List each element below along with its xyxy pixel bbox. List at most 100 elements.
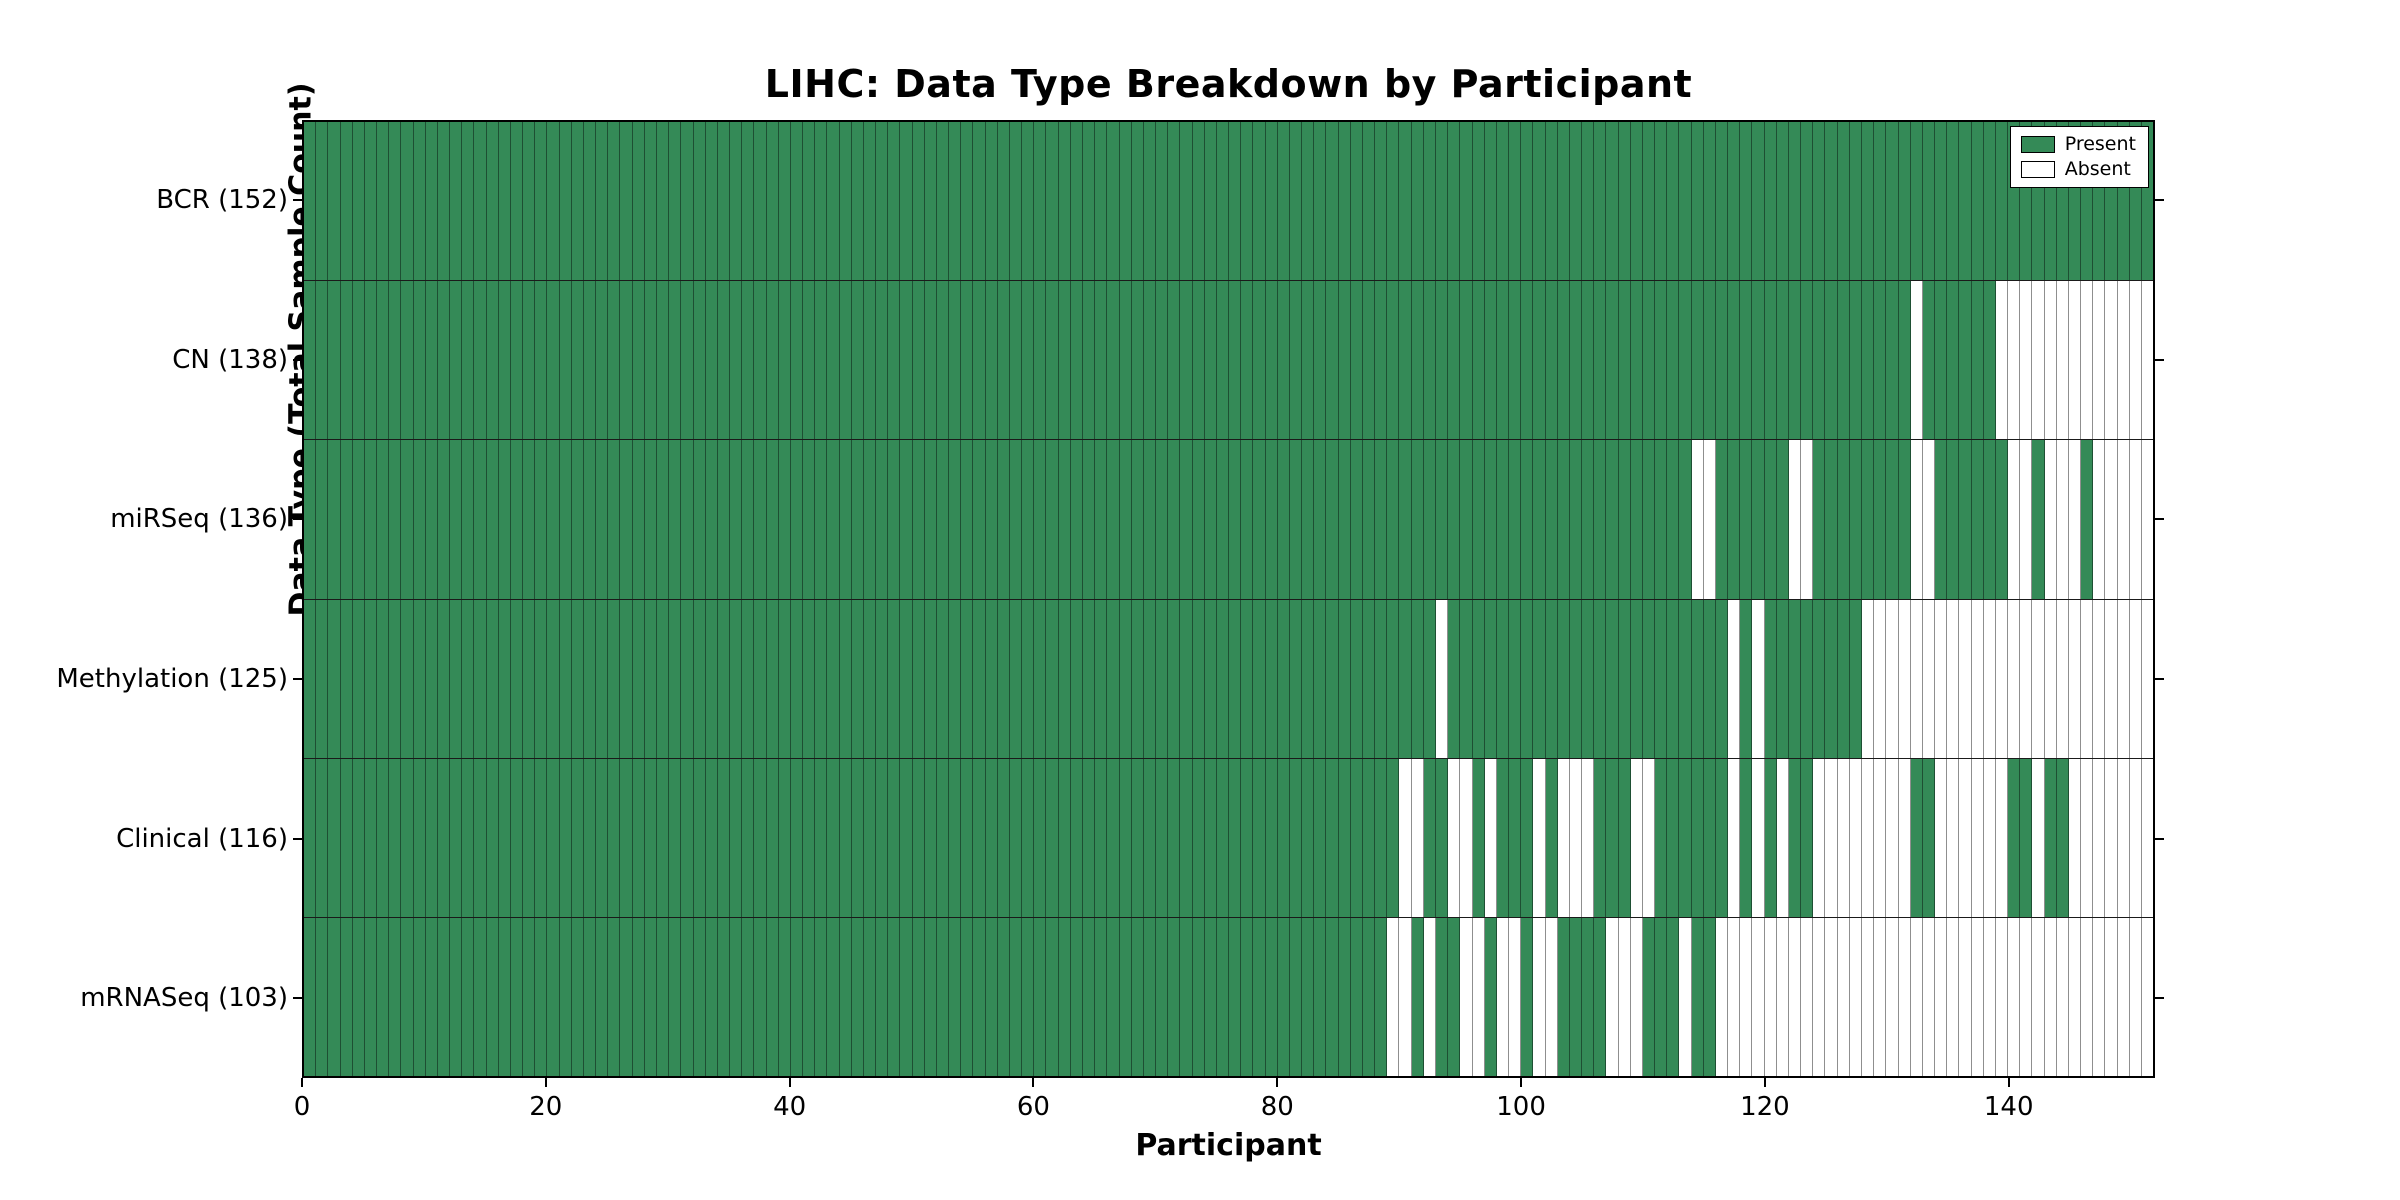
heatmap-cell <box>535 440 548 599</box>
heatmap-cell <box>1083 599 1096 758</box>
heatmap-cell <box>2008 281 2021 440</box>
heatmap-cell <box>486 758 499 917</box>
heatmap-cell <box>1715 281 1729 440</box>
heatmap-cell <box>1070 122 1083 281</box>
heatmap-cell <box>1594 281 1607 440</box>
heatmap-cell <box>839 122 852 281</box>
heatmap-cell <box>1046 599 1059 758</box>
heatmap-cell <box>1728 281 1741 440</box>
heatmap-cell <box>876 917 889 1077</box>
heatmap-cell <box>1326 281 1339 440</box>
heatmap-cell <box>1362 758 1376 917</box>
heatmap-cell <box>1642 599 1656 758</box>
heatmap-cell <box>571 281 584 440</box>
heatmap-cell <box>1533 440 1546 599</box>
heatmap-cell <box>1204 281 1217 440</box>
heatmap-cell <box>1253 917 1266 1077</box>
heatmap-cell <box>1070 440 1083 599</box>
heatmap-cell <box>1472 281 1485 440</box>
heatmap-cell <box>985 758 998 917</box>
heatmap-cell <box>705 599 718 758</box>
heatmap-cell <box>462 917 475 1077</box>
heatmap-cell <box>912 599 925 758</box>
heatmap-cell <box>1289 440 1303 599</box>
heatmap-cell <box>474 599 487 758</box>
heatmap-cell <box>803 917 816 1077</box>
heatmap-cell <box>304 917 317 1077</box>
x-tick-label-80: 80 <box>1260 1092 1294 1122</box>
heatmap-cell <box>1935 122 1948 281</box>
heatmap-cell <box>1618 599 1631 758</box>
heatmap-cell <box>1849 599 1862 758</box>
heatmap-cell <box>705 281 718 440</box>
heatmap-cell <box>1521 917 1534 1077</box>
heatmap-cell <box>1058 281 1071 440</box>
heatmap-cell <box>1229 281 1242 440</box>
heatmap-cell <box>1022 122 1035 281</box>
heatmap-cell <box>693 122 706 281</box>
heatmap-cell <box>1314 281 1327 440</box>
heatmap-cell <box>1302 917 1315 1077</box>
heatmap-cell <box>900 599 913 758</box>
heatmap-cell <box>1801 122 1814 281</box>
heatmap-cell <box>1156 917 1169 1077</box>
heatmap-cell <box>1229 440 1242 599</box>
heatmap-cell <box>1935 599 1948 758</box>
heatmap-cell <box>815 917 828 1077</box>
heatmap-cell <box>1922 758 1936 917</box>
heatmap-cell <box>997 758 1010 917</box>
heatmap-cell <box>1557 599 1570 758</box>
heatmap-cell <box>596 599 609 758</box>
heatmap-cell <box>1289 758 1303 917</box>
heatmap-cell <box>1740 917 1753 1077</box>
heatmap-cell <box>1691 122 1704 281</box>
heatmap-cell <box>2105 599 2118 758</box>
heatmap-cell <box>961 917 974 1077</box>
heatmap-cell <box>1752 917 1765 1077</box>
heatmap-cell <box>1253 281 1266 440</box>
heatmap-cell <box>1813 917 1826 1077</box>
y-tick-label-CN: CN (138) <box>172 344 288 375</box>
heatmap-cell <box>1728 758 1741 917</box>
heatmap-cell <box>1679 281 1692 440</box>
heatmap-cell <box>1655 122 1668 281</box>
heatmap-cell <box>924 758 937 917</box>
heatmap-cell <box>1326 758 1339 917</box>
heatmap-cell <box>973 281 986 440</box>
heatmap-cell <box>389 440 402 599</box>
heatmap-cell <box>705 758 718 917</box>
heatmap-cell <box>1776 281 1789 440</box>
heatmap-cell <box>997 281 1010 440</box>
heatmap-cell <box>1691 281 1704 440</box>
heatmap-cell <box>340 599 353 758</box>
heatmap-cell <box>1582 122 1595 281</box>
heatmap-cell <box>973 440 986 599</box>
heatmap-cell <box>1083 758 1096 917</box>
heatmap-cell <box>462 758 475 917</box>
heatmap-cell <box>1302 599 1315 758</box>
heatmap-cell <box>364 281 378 440</box>
heatmap-cell <box>888 599 901 758</box>
heatmap-cell <box>1557 440 1570 599</box>
heatmap-cell <box>1801 917 1814 1077</box>
heatmap-cell <box>510 599 524 758</box>
heatmap-cell <box>1594 122 1607 281</box>
heatmap-cell <box>949 917 962 1077</box>
heatmap-cell <box>1521 758 1534 917</box>
heatmap-cell <box>1484 281 1497 440</box>
heatmap-cell <box>328 440 341 599</box>
heatmap-cell <box>1667 440 1680 599</box>
heatmap-cell <box>2141 917 2154 1077</box>
heatmap-cell <box>2032 917 2045 1077</box>
heatmap-cell <box>1947 599 1960 758</box>
y-tick-mark <box>293 837 302 840</box>
heatmap-cell <box>1886 440 1899 599</box>
x-tick-mark <box>1520 1078 1523 1087</box>
heatmap-cell <box>1083 440 1096 599</box>
heatmap-cell <box>377 917 390 1077</box>
heatmap-cell <box>1959 281 1972 440</box>
heatmap-cell <box>523 440 536 599</box>
heatmap-cell <box>620 599 633 758</box>
heatmap-cell <box>1302 281 1315 440</box>
